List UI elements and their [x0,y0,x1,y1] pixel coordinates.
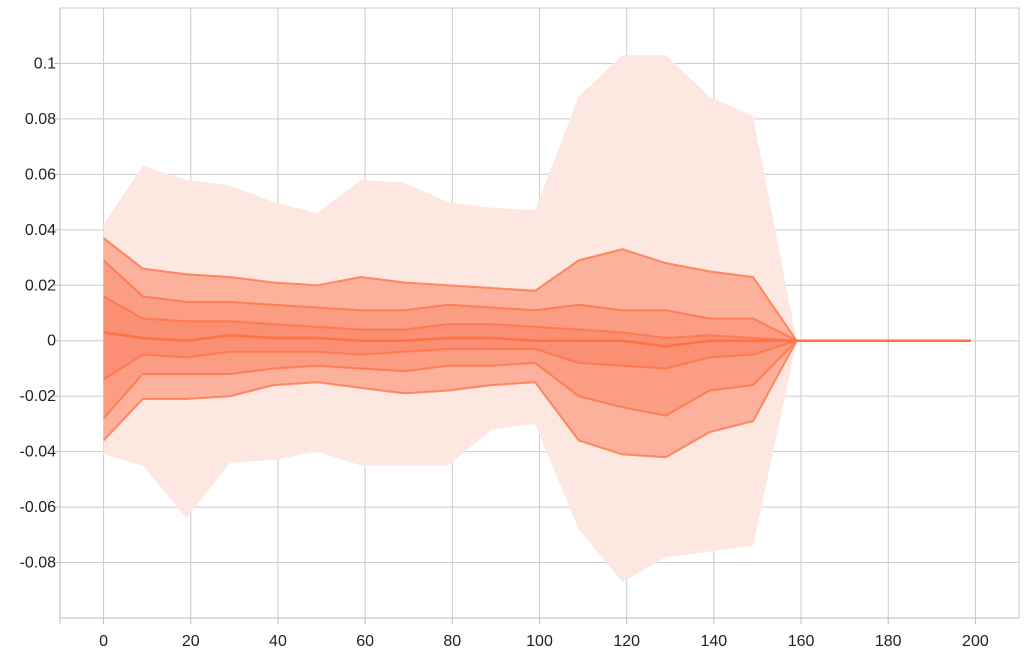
y-tick-label: 0.02 [25,277,56,294]
x-tick-label: 140 [701,633,728,650]
band-4-upper-line [103,295,797,342]
axis-layer: 0 20 40 60 80 100 120 140 160 180 200 -0.08 -0.06 -0.… [20,55,989,650]
x-tick-label: 160 [788,633,815,650]
y-tick-label: 0.08 [25,111,56,128]
y-tick-label: 0.1 [34,55,56,72]
median-line [103,331,971,348]
y-tick-label: 0.04 [25,222,56,239]
y-tick-label: -0.04 [20,444,57,461]
line-layer [102,237,971,459]
x-tick-label: 100 [526,633,553,650]
x-tick-label: 180 [875,633,902,650]
band-3-upper-line [102,259,798,342]
band-layer [103,55,797,583]
x-tick-label: 20 [182,633,200,650]
band-3-lower-line [102,339,798,420]
y-tick-label: 0.06 [25,166,56,183]
x-tick-label: 200 [962,633,989,650]
x-tick-label: 0 [99,633,108,650]
y-tick-label: -0.08 [20,555,57,572]
y-tick-label: -0.06 [20,499,57,516]
band-4-lower-line [103,339,798,381]
y-tick-label: -0.02 [20,388,57,405]
x-tick-label: 80 [443,633,461,650]
x-tick-label: 60 [356,633,374,650]
x-tick-label: 120 [613,633,640,650]
x-tick-label: 40 [269,633,287,650]
band-2-upper-line [102,237,798,342]
y-tick-label: 0 [47,333,56,350]
band-2-lower-line [102,340,798,459]
